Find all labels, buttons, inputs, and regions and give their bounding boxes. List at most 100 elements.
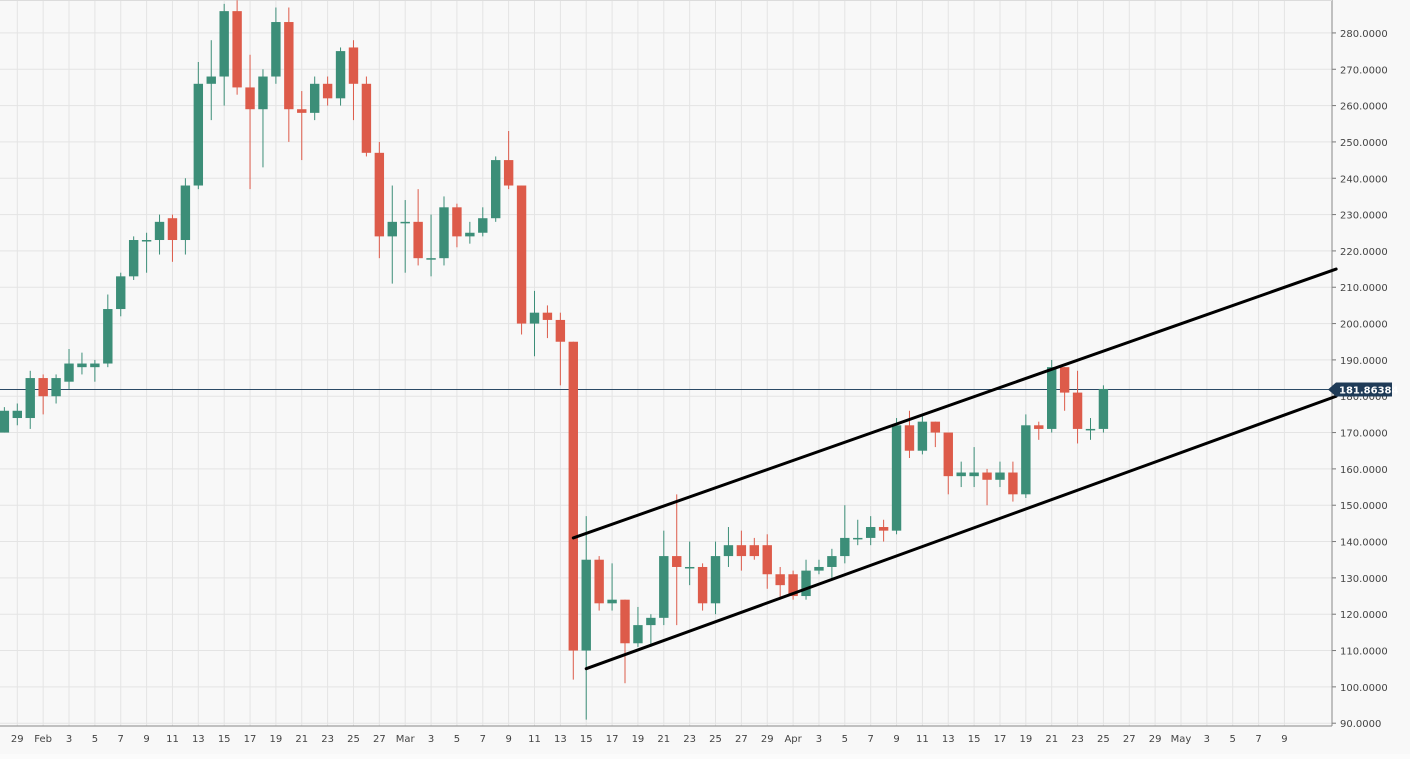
candle-body-up [478, 218, 488, 233]
x-tick-label: 17 [606, 734, 619, 745]
candle-body-down [775, 574, 785, 586]
x-tick-label: 25 [1097, 734, 1110, 745]
candle-body-down [232, 11, 242, 88]
x-tick-label: 9 [505, 734, 511, 745]
y-tick-label: 160.0000 [1340, 465, 1388, 476]
x-tick-label: 17 [244, 734, 257, 745]
candle-body-down [284, 22, 294, 110]
candle-body-down [736, 545, 747, 557]
candle-body-down [374, 152, 385, 237]
candle-body-up [219, 11, 229, 77]
x-tick-label: 15 [968, 734, 981, 745]
candle-body-up [309, 83, 320, 113]
x-tick-label: 3 [816, 734, 822, 745]
candle-body-down [982, 472, 992, 480]
candle-body-up [0, 410, 10, 433]
candle-body-up [840, 537, 850, 557]
candle-body-up [465, 232, 475, 237]
candle-body-up [1021, 425, 1031, 495]
x-tick-label: 23 [1071, 734, 1084, 745]
x-tick-label: 13 [554, 734, 567, 745]
candle-body-up [387, 221, 397, 237]
candle-body-up [64, 363, 74, 382]
y-tick-label: 200.0000 [1340, 320, 1388, 331]
x-tick-label: May [1171, 734, 1192, 745]
trendline-lower-channel [584, 394, 1338, 671]
y-tick-label: 220.0000 [1340, 247, 1388, 258]
candle-body-up [491, 160, 501, 219]
candle-body-up [141, 240, 152, 242]
y-tick-label: 260.0000 [1340, 102, 1388, 113]
x-tick-label: Apr [784, 734, 802, 745]
candle-body-down [38, 378, 48, 397]
x-tick-label: 3 [66, 734, 72, 745]
candle-body-up [633, 625, 643, 644]
candle-body-down [762, 545, 772, 575]
x-tick-label: 23 [321, 734, 334, 745]
candle-body-up [607, 599, 617, 604]
candle-body-down [594, 559, 604, 604]
x-tick-label: 11 [916, 734, 929, 745]
last-price-badge [1328, 382, 1392, 397]
x-tick-label: 7 [867, 734, 873, 745]
x-tick-label: 21 [657, 734, 670, 745]
x-tick-label: 15 [218, 734, 231, 745]
x-tick-label: 13 [942, 734, 955, 745]
candle-body-up [956, 472, 966, 477]
x-tick-label: 15 [580, 734, 593, 745]
candle-body-down [361, 83, 372, 153]
y-tick-label: 120.0000 [1340, 610, 1388, 621]
x-tick-label: 7 [118, 734, 124, 745]
y-tick-label: 190.0000 [1340, 356, 1388, 367]
candle-body-up [865, 527, 876, 538]
candle-body-up [51, 378, 61, 397]
x-tick-label: 9 [893, 734, 899, 745]
candle-body-up [12, 410, 22, 419]
candle-body-down [297, 109, 307, 113]
x-tick-label: 11 [166, 734, 179, 745]
y-tick-label: 250.0000 [1340, 138, 1388, 149]
candle-body-up [1047, 367, 1057, 429]
x-tick-label: 29 [11, 734, 24, 745]
candle-body-down [1059, 367, 1070, 393]
y-tick-label: 270.0000 [1340, 65, 1388, 76]
candle-body-up [335, 51, 346, 99]
candle-body-up [723, 545, 734, 557]
x-tick-label: 11 [528, 734, 541, 745]
candle-body-down [167, 218, 178, 241]
candle-body-up [1098, 388, 1109, 429]
trendline-upper-channel [571, 267, 1338, 540]
candle-body-down [1034, 425, 1044, 429]
candle-body-up [103, 309, 113, 364]
candle-body-down [555, 319, 566, 342]
candle-body-down [516, 185, 527, 324]
y-tick-label: 180.0000 [1340, 392, 1388, 403]
candle-body-up [25, 378, 35, 419]
candle-body-up [827, 556, 837, 567]
candle-body-down [788, 574, 798, 597]
candle-body-up [77, 363, 87, 368]
candle-body-up [659, 556, 669, 618]
x-tick-label: Feb [34, 734, 52, 745]
candle-body-up [128, 240, 139, 277]
x-tick-label: 5 [842, 734, 848, 745]
x-tick-label: 17 [994, 734, 1007, 745]
candle-body-down [1008, 472, 1018, 495]
x-tick-label: 23 [683, 734, 696, 745]
y-tick-label: 150.0000 [1340, 501, 1388, 512]
y-tick-label: 230.0000 [1340, 211, 1388, 222]
candle-body-down [904, 425, 915, 451]
last-price-label: 181.86384 [1339, 385, 1399, 396]
candle-body-down [620, 599, 630, 644]
x-tick-label: 5 [454, 734, 460, 745]
x-tick-label: 27 [1123, 734, 1136, 745]
x-tick-label: 7 [480, 734, 486, 745]
candle-body-up [995, 472, 1005, 480]
candle-body-up [710, 556, 721, 604]
candle-body-down [568, 341, 578, 651]
x-tick-label: 9 [1281, 734, 1287, 745]
candle-body-down [943, 432, 953, 477]
candle-body-up [814, 566, 824, 571]
